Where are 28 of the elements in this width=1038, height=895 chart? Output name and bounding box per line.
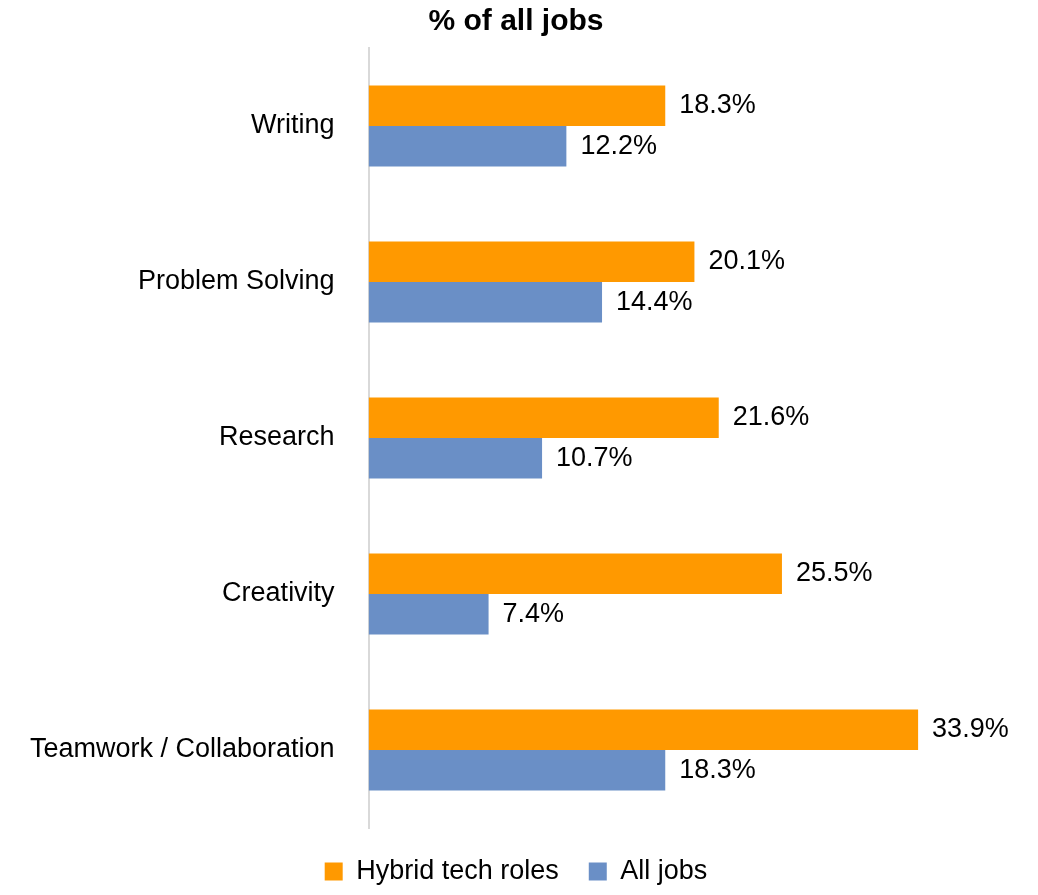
y-tick-label: Writing xyxy=(251,109,335,140)
data-label: 20.1% xyxy=(708,245,785,276)
data-label: 18.3% xyxy=(679,753,756,784)
bar xyxy=(368,397,719,438)
y-tick-label: Creativity xyxy=(222,577,336,608)
y-tick-label: Problem Solving xyxy=(138,265,335,296)
data-label: 7.4% xyxy=(502,597,565,628)
data-label: 21.6% xyxy=(732,401,810,432)
bar xyxy=(368,282,603,323)
data-label: 18.3% xyxy=(679,89,756,120)
y-tick-label: Teamwork / Collaboration xyxy=(29,733,335,764)
bar xyxy=(368,85,666,126)
data-label: 10.7% xyxy=(556,441,633,472)
legend-label: All jobs xyxy=(620,854,708,885)
data-label: 14.4% xyxy=(616,285,693,316)
bar xyxy=(368,438,543,479)
bar xyxy=(368,594,489,635)
bar xyxy=(368,750,666,791)
data-label: 33.9% xyxy=(932,713,1009,744)
bar xyxy=(368,709,919,750)
bar xyxy=(368,553,782,594)
data-label: 25.5% xyxy=(795,557,873,588)
data-label: 12.2% xyxy=(580,129,657,160)
bar xyxy=(368,241,695,282)
bar xyxy=(368,126,567,167)
legend-label: Hybrid tech roles xyxy=(356,854,559,885)
y-tick-label: Research xyxy=(219,421,335,452)
chart-title: % of all jobs xyxy=(428,3,604,37)
